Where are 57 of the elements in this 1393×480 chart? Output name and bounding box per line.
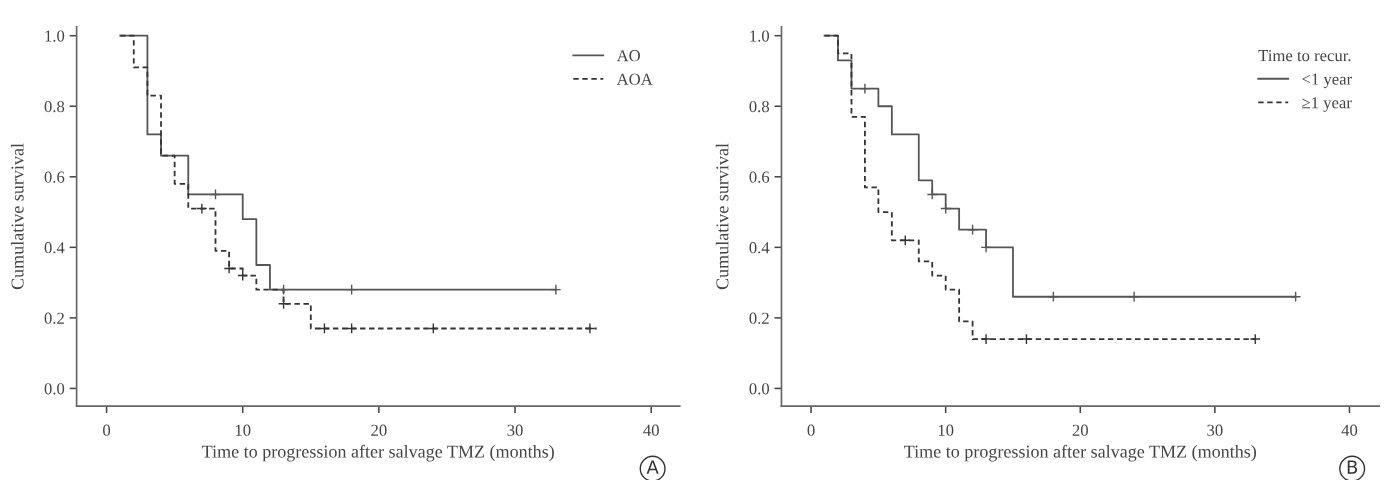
y-tick-label: 0.8 [44,100,65,113]
y-axis-title: Cumulative survival [715,143,729,290]
point [209,188,222,200]
text: B [1347,460,1358,474]
y-tick-label: 0.2 [44,312,64,324]
y-tick-label: 0.0 [749,383,770,395]
point [346,322,358,335]
y-tick-label: 0.0 [44,383,65,395]
legend-title: Time to recur. [1258,49,1351,62]
point [940,202,952,215]
point [278,284,290,296]
x-tick-label: 20 [371,424,387,436]
point [223,262,235,275]
point [1047,291,1059,303]
y-axis-title: Cumulative survival [10,143,24,290]
x-tick-label: 10 [938,424,954,436]
point [1290,291,1302,303]
x-tick-label: 0 [103,424,111,436]
point [427,322,439,335]
point [196,202,208,215]
point [278,298,290,310]
point [1020,333,1032,345]
x-axis-title: Time to progression after salvage TMZ (months) [202,444,554,462]
x-tick-label: 40 [1341,424,1358,436]
point [584,322,596,335]
legend-label: AO [616,50,640,62]
point [1128,291,1140,303]
point [980,241,992,253]
y-tick-label: 0.6 [749,171,770,183]
legend-label: <1 year [1302,73,1352,89]
point [899,234,911,246]
y-tick-label: 1.0 [45,30,65,42]
x-tick-label: 30 [1207,424,1223,436]
y-tick-label: 0.6 [44,171,65,183]
legend-label: ≥1 year [1302,97,1352,112]
point [237,270,249,282]
point [859,83,871,95]
x-tick-label: 40 [643,424,659,436]
y-tick-label: 0.2 [749,312,769,324]
point [1249,333,1261,345]
x-axis-title: Time to progression after salvage TMZ (months) [904,444,1256,462]
point [550,284,562,296]
legend-label: AOA [616,73,653,85]
point [926,188,938,200]
y-tick-label: 0.4 [749,242,770,254]
y-tick-label: 0.4 [44,242,65,254]
point [980,333,992,345]
x-tick-label: 20 [1072,424,1088,436]
point [318,322,330,335]
text: A [646,460,659,474]
point [346,284,358,296]
y-tick-label: 1.0 [750,30,770,42]
x-tick-label: 30 [507,424,523,436]
x-tick-label: 10 [235,424,251,436]
point [967,224,979,236]
x-tick-label: 0 [807,424,815,436]
y-tick-label: 0.8 [749,100,770,113]
